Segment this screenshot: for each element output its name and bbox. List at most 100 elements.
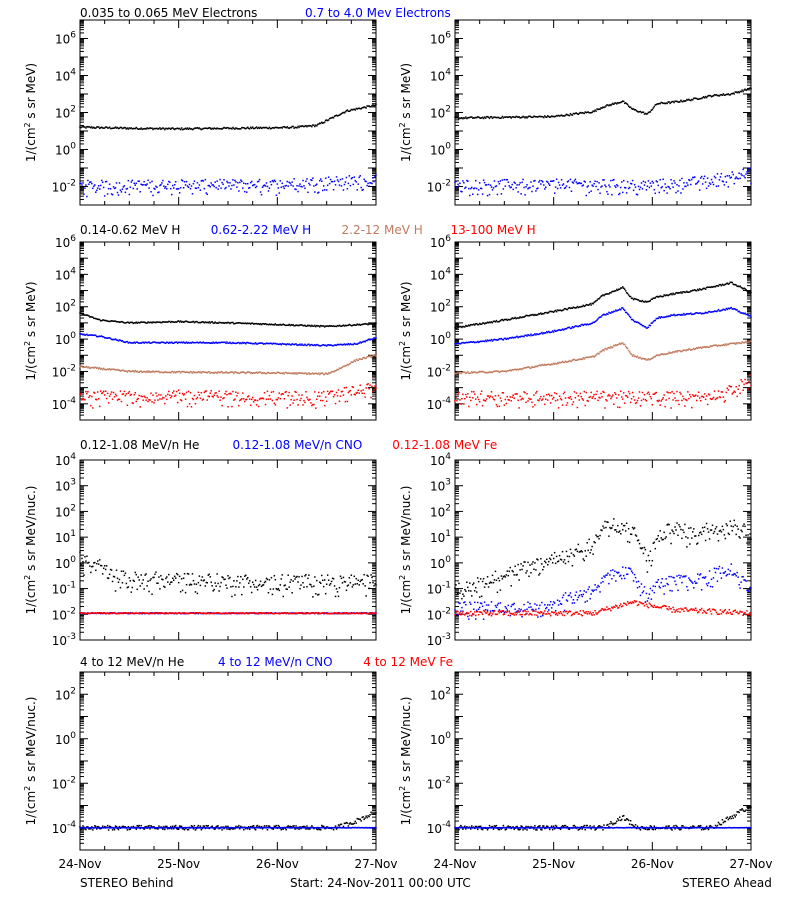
data-point <box>228 577 230 580</box>
data-point <box>145 573 147 575</box>
data-point <box>559 187 562 189</box>
data-point <box>160 321 162 324</box>
data-point <box>266 127 269 130</box>
data-point <box>737 91 739 93</box>
data-point <box>175 188 178 190</box>
data-point <box>136 588 138 591</box>
data-point <box>601 350 603 352</box>
data-point <box>283 343 285 345</box>
data-point <box>610 104 612 107</box>
data-point <box>178 575 181 578</box>
data-point <box>328 117 331 120</box>
data-point <box>539 313 541 315</box>
data-point <box>110 368 113 371</box>
data-point <box>132 370 135 372</box>
data-point <box>505 179 508 181</box>
data-point <box>667 101 669 103</box>
data-point <box>707 346 710 348</box>
data-point <box>186 572 189 575</box>
data-point <box>361 392 363 395</box>
data-point <box>151 593 153 595</box>
data-point <box>467 116 469 119</box>
data-point <box>361 323 363 326</box>
data-point <box>628 186 631 189</box>
data-point <box>351 324 354 327</box>
data-point <box>205 127 208 129</box>
data-point <box>274 323 277 325</box>
data-point <box>454 181 456 184</box>
data-point <box>352 324 355 326</box>
data-point <box>541 399 543 401</box>
data-point <box>96 367 98 370</box>
data-point <box>236 580 238 582</box>
data-point <box>277 324 280 326</box>
data-point <box>169 127 171 130</box>
data-point <box>92 565 94 568</box>
data-point <box>715 284 718 287</box>
data-point <box>243 586 245 588</box>
data-point <box>527 333 529 336</box>
data-point <box>504 185 507 187</box>
data-point <box>120 191 123 193</box>
data-point <box>486 339 489 341</box>
data-point <box>704 346 707 349</box>
data-point <box>191 128 194 131</box>
data-point <box>357 579 359 582</box>
data-point <box>373 104 375 107</box>
data-point <box>303 344 305 347</box>
data-point <box>467 371 469 373</box>
data-point <box>174 180 177 183</box>
data-point <box>671 182 673 185</box>
data-point <box>637 111 640 113</box>
data-point <box>629 182 632 185</box>
data-point <box>263 372 266 374</box>
data-point <box>260 585 263 588</box>
data-point <box>304 324 306 327</box>
data-point <box>735 176 737 178</box>
data-point <box>553 310 556 312</box>
data-point <box>363 106 365 108</box>
data-point <box>572 306 575 308</box>
data-point <box>300 344 302 347</box>
data-point <box>143 128 145 130</box>
data-point <box>229 182 231 184</box>
data-point <box>470 372 472 374</box>
data-point <box>636 399 639 402</box>
data-point <box>660 295 662 298</box>
data-point <box>676 314 678 317</box>
data-point <box>193 127 196 130</box>
data-point <box>553 363 556 365</box>
data-point <box>213 127 215 129</box>
data-point <box>497 394 500 397</box>
data-point <box>551 180 554 182</box>
data-point <box>254 399 257 401</box>
data-point <box>485 340 488 343</box>
data-point <box>118 578 121 581</box>
data-point <box>92 334 94 337</box>
data-point <box>333 393 336 396</box>
data-point <box>258 371 261 373</box>
data-point <box>572 182 575 184</box>
data-point <box>609 291 611 294</box>
data-point <box>240 179 242 181</box>
data-point <box>134 184 137 186</box>
data-point <box>166 371 168 373</box>
data-point <box>563 307 566 310</box>
data-point <box>612 102 614 105</box>
data-point <box>108 368 111 370</box>
data-point <box>645 301 648 303</box>
data-point <box>212 371 214 374</box>
data-point <box>253 322 256 325</box>
data-point <box>106 577 109 579</box>
data-point <box>242 392 244 394</box>
data-point <box>205 581 208 584</box>
data-point <box>124 572 127 574</box>
data-point <box>542 181 544 183</box>
data-point <box>238 586 240 588</box>
data-point <box>212 184 214 186</box>
data-point <box>263 392 266 394</box>
data-point <box>661 101 663 104</box>
data-point <box>508 319 511 321</box>
data-point <box>189 392 192 394</box>
